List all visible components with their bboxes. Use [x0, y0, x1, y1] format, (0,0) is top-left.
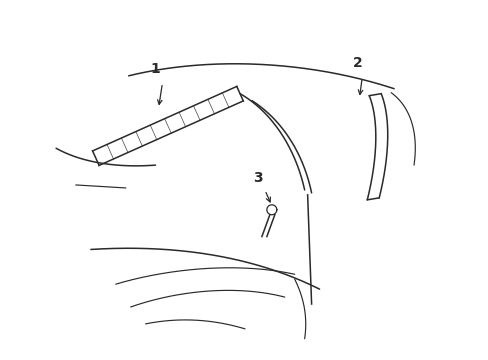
- Text: 2: 2: [352, 56, 362, 70]
- Text: 3: 3: [253, 171, 262, 185]
- Text: 1: 1: [150, 62, 160, 76]
